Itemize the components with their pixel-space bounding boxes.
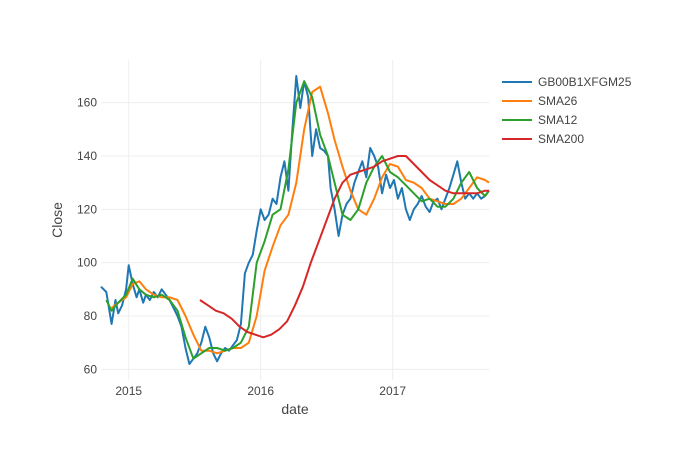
y-tick-label: 80: [84, 309, 98, 323]
y-tick-label: 60: [84, 362, 98, 376]
x-tick-label: 2016: [247, 384, 274, 398]
legend-label: SMA200: [538, 132, 584, 146]
series-line-sma12: [105, 80, 490, 360]
x-tick-label: 2017: [379, 384, 406, 398]
y-axis-title: Close: [49, 202, 65, 238]
axis-layer: 60 80 100 120 140 160 2015 2016 2017: [77, 96, 406, 398]
series-line-sma200: [199, 155, 489, 339]
series-layer: [100, 75, 490, 365]
y-tick-label: 100: [77, 256, 97, 270]
series-line-sma26: [110, 85, 490, 355]
y-tick-label: 140: [77, 149, 97, 163]
x-axis-title: date: [281, 401, 308, 417]
legend-label: GB00B1XFGM25: [538, 75, 632, 89]
y-tick-label: 160: [77, 96, 97, 110]
legend-item-sma200[interactable]: SMA200: [502, 132, 584, 146]
legend-item-sma12[interactable]: SMA12: [502, 113, 578, 127]
legend[interactable]: GB00B1XFGM25 SMA26 SMA12 SMA200: [502, 75, 632, 146]
legend-item-sma26[interactable]: SMA26: [502, 94, 578, 108]
legend-label: SMA12: [538, 113, 578, 127]
y-tick-label: 120: [77, 202, 97, 216]
legend-label: SMA26: [538, 94, 578, 108]
legend-item-gb00b1xfgm25[interactable]: GB00B1XFGM25: [502, 75, 632, 89]
x-tick-label: 2015: [115, 384, 142, 398]
